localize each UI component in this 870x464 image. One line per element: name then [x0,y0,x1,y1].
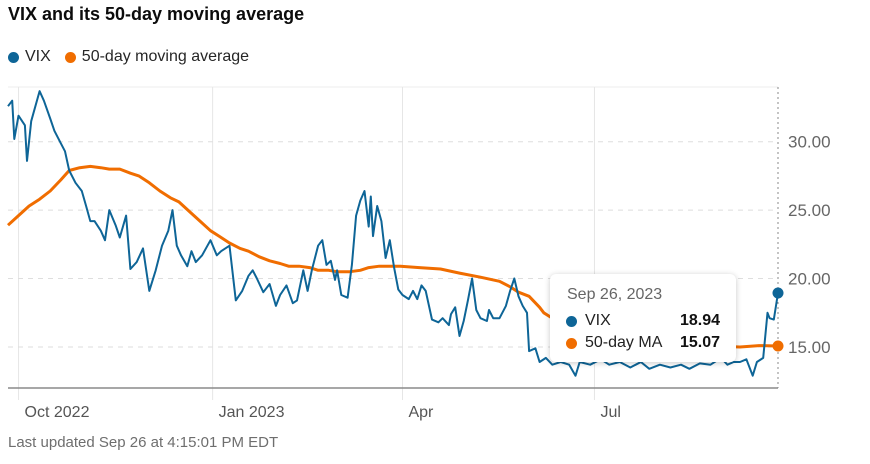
x-tick-label: Oct 2022 [25,404,90,421]
legend-item-ma[interactable]: 50-day moving average [64,48,250,66]
tooltip-vix-value: 18.94 [679,312,720,329]
last-updated: Last updated Sep 26 at 4:15:01 PM EDT [8,434,279,451]
y-tick-label: 30.00 [788,133,831,152]
chart-title: VIX and its 50-day moving average [8,4,305,24]
ma-dot-icon [64,51,76,63]
vix-dot-icon [566,315,577,327]
chart-plot[interactable]: Oct 2022 Jan 2023 Apr Jul 15.00 20.00 25.00 30.… [0,0,870,430]
ma-dot-icon [566,337,577,349]
tooltip-vix-label: VIX [585,312,611,329]
y-tick-label: 25.00 [788,201,831,220]
ma-line [6,164,779,349]
x-tick-label: Jan 2023 [219,404,285,421]
y-tick-label: 20.00 [788,270,831,289]
y-tick-label: 15.00 [788,338,831,357]
x-tick-label: Jul [600,404,620,421]
ma-marker [772,340,784,352]
tooltip-date: Sep 26, 2023 [567,286,663,303]
legend-item-vix[interactable]: VIX [8,48,51,66]
tooltip: Sep 26, 2023 VIX 18.94 50-day MA 15.07 [550,274,736,362]
legend-label-vix: VIX [25,48,51,65]
x-tick-label: Apr [408,404,434,421]
tooltip-ma-value: 15.07 [679,334,720,351]
vix-marker [772,287,784,299]
legend-label-ma: 50-day moving average [81,48,250,65]
tooltip-ma-label: 50-day MA [585,334,663,351]
vix-dot-icon [8,51,19,63]
legend: VIX 50-day moving average [8,48,249,66]
